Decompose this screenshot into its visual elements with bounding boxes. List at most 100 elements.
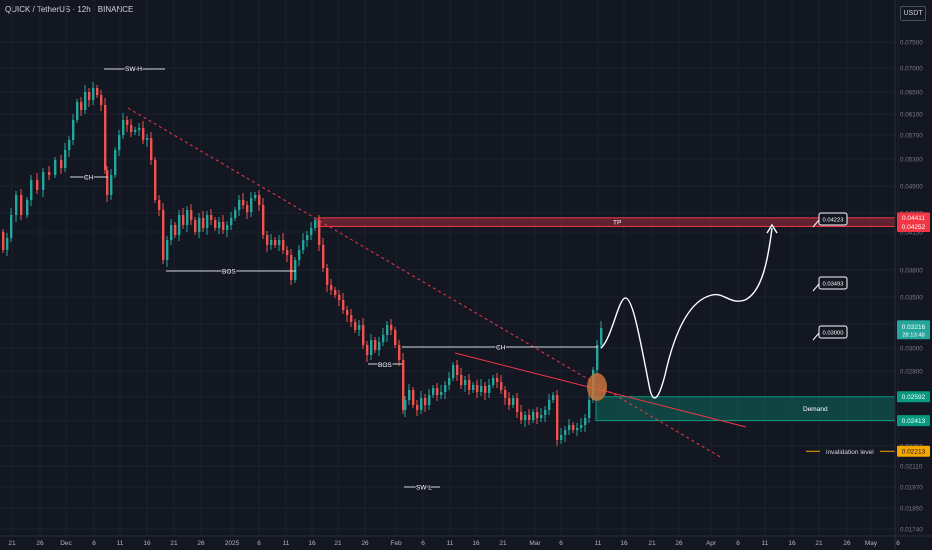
time-tick: 6 — [257, 540, 261, 547]
currency-button[interactable]: USDT — [900, 6, 926, 21]
target-box-label: 0.03000 — [823, 331, 844, 337]
candle-body — [294, 260, 297, 280]
candle-body — [6, 238, 9, 250]
candle-body — [36, 180, 39, 190]
candle-body — [238, 200, 241, 210]
candle-body — [346, 310, 349, 315]
candle-body — [138, 128, 141, 130]
price-tick: 0.05700 — [900, 133, 923, 140]
chart-title: QUICK / TetherUS · 12h · BINANCE — [5, 5, 134, 14]
time-tick: 26 — [197, 540, 205, 547]
time-tick: Dec — [60, 540, 72, 547]
price-badge-label: 0.04411 — [902, 215, 925, 222]
candle-body — [440, 392, 443, 395]
price-badge-label: 0.04252 — [902, 224, 926, 231]
candle-body — [142, 128, 145, 140]
time-tick: 6 — [92, 540, 96, 547]
candle-body — [314, 220, 317, 228]
candle-body — [338, 295, 341, 300]
price-tick: 0.05300 — [900, 157, 923, 164]
candles — [2, 82, 603, 446]
candle-body — [386, 325, 389, 335]
breakout-marker — [587, 373, 607, 401]
candle-body — [154, 160, 157, 200]
time-tick: 26 — [675, 540, 683, 547]
candle-body — [504, 390, 507, 398]
ch-label-1: CH — [84, 175, 94, 182]
candle-body — [270, 240, 273, 245]
candle-body — [564, 430, 567, 435]
candle-body — [26, 200, 29, 215]
target-box — [818, 212, 848, 226]
time-tick: 6 — [736, 540, 740, 547]
candle-body — [548, 400, 551, 410]
candle-body — [492, 378, 495, 385]
candle-body — [230, 218, 233, 225]
candle-body — [72, 120, 75, 140]
swing-low-label: SW L — [416, 485, 432, 492]
candle-body — [496, 378, 499, 382]
candle-body — [68, 140, 71, 150]
price-badge — [897, 220, 930, 232]
candle-body — [330, 285, 333, 290]
candle-body — [480, 386, 483, 392]
candle-body — [122, 120, 125, 135]
time-tick: May — [865, 540, 878, 547]
candle-body — [382, 335, 385, 342]
candle-body — [178, 215, 181, 235]
candle-body — [524, 415, 527, 420]
candle-body — [402, 360, 405, 410]
target-box — [818, 325, 848, 339]
candle-body — [262, 205, 265, 235]
candle-body — [174, 225, 177, 235]
bos-label-1: BOS — [222, 269, 236, 276]
candle-body — [552, 395, 555, 400]
price-tick: 0.04150 — [900, 230, 923, 237]
candle-body — [88, 92, 91, 100]
bos-label-2: BOS — [378, 362, 392, 369]
candle-body — [126, 120, 129, 125]
candle-body — [258, 195, 261, 205]
price-badge — [897, 415, 930, 427]
candle-body — [416, 405, 419, 410]
candle-body — [186, 210, 189, 225]
candle-body — [48, 172, 51, 175]
price-tick: 0.07000 — [900, 66, 923, 73]
candle-body — [460, 375, 463, 385]
candle-body — [322, 245, 325, 268]
candle-body — [60, 160, 63, 168]
candle-body — [146, 138, 149, 140]
candle-body — [350, 315, 353, 322]
grid — [0, 0, 899, 535]
candle-body — [118, 135, 121, 150]
candle-body — [428, 395, 431, 405]
time-tick: 21 — [648, 540, 656, 547]
candle-body — [436, 388, 439, 395]
time-tick: Mar — [529, 540, 541, 547]
candle-body — [226, 225, 229, 230]
price-tick: 0.07500 — [900, 40, 923, 47]
candle-body — [254, 195, 257, 198]
candle-body — [424, 398, 427, 405]
candle-body — [584, 418, 587, 425]
candle-body — [210, 215, 213, 220]
candle-body — [10, 215, 13, 238]
candle-body — [202, 218, 205, 228]
candle-body — [20, 195, 23, 215]
dashed-trendline — [127, 107, 723, 459]
time-tick: 21 — [170, 540, 178, 547]
tp-zone — [317, 217, 896, 227]
candle-body — [302, 240, 305, 250]
price-tick: 0.03500 — [900, 295, 923, 302]
candle-body — [266, 235, 269, 245]
time-tick: 26 — [361, 540, 369, 547]
candle-body — [508, 398, 511, 405]
candle-body — [444, 385, 447, 392]
candle-body — [512, 398, 515, 405]
time-tick: 11 — [117, 540, 124, 547]
countdown-label: 28:13:48 — [902, 332, 925, 338]
target-leader — [812, 283, 820, 292]
candle-body — [516, 398, 519, 412]
time-tick: 6 — [559, 540, 563, 547]
